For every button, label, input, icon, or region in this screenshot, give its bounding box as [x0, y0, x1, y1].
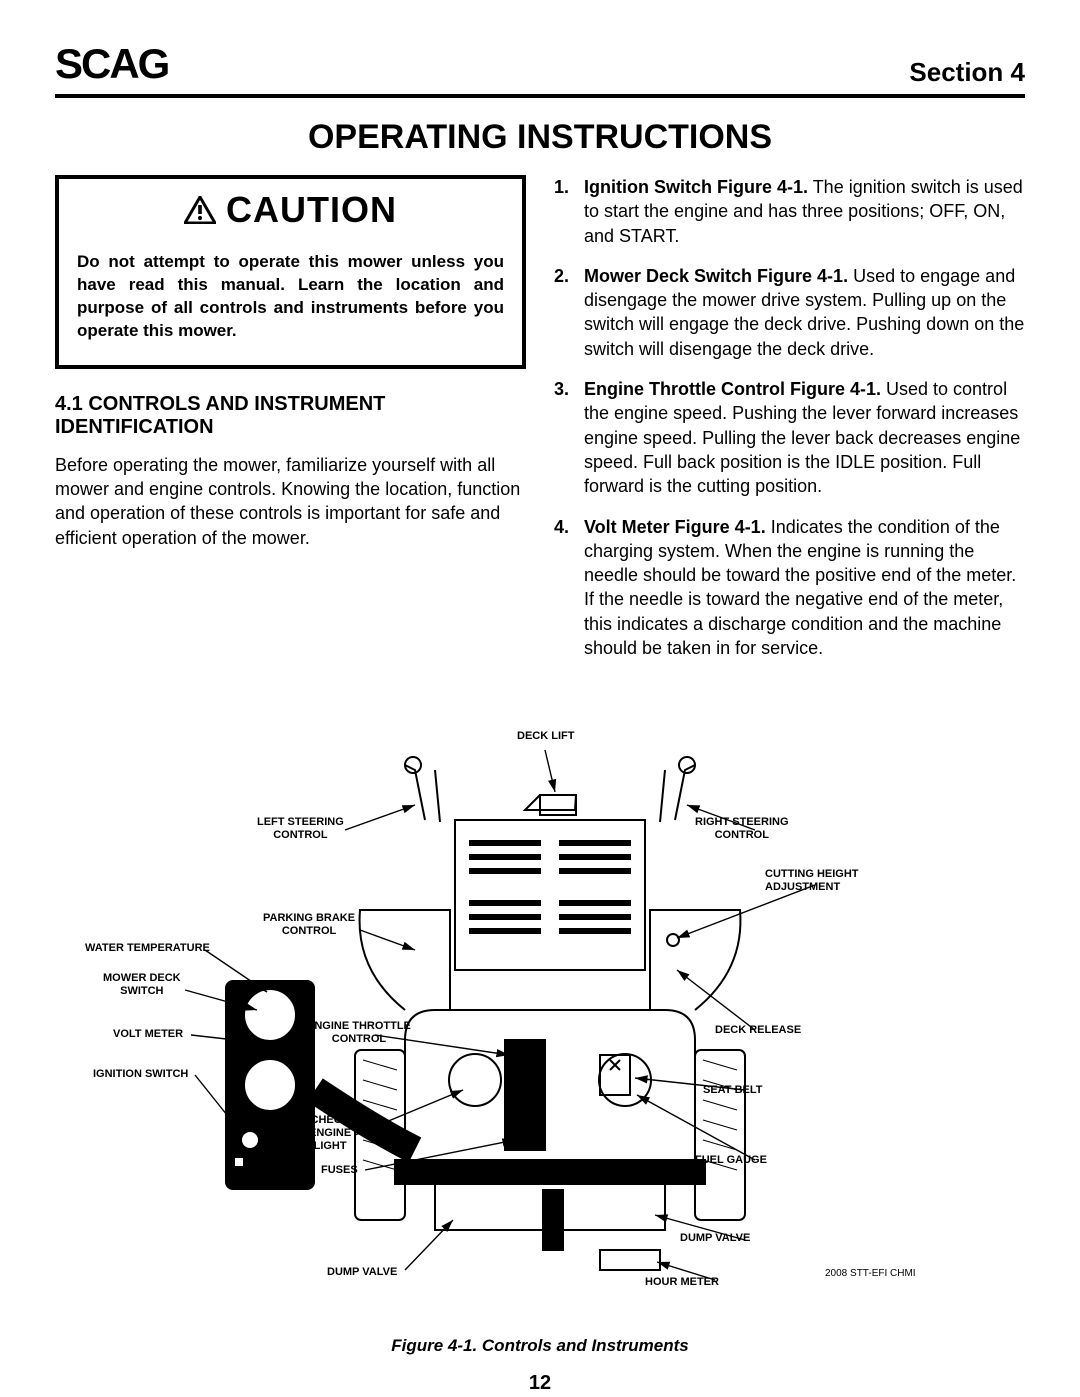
content-columns: CAUTION Do not attempt to operate this m…	[55, 175, 1025, 676]
caution-word: CAUTION	[226, 189, 397, 231]
brand-logo: SCAG	[55, 40, 168, 88]
item-title: Mower Deck Switch Figure 4-1.	[584, 266, 848, 286]
mower-diagram-svg	[55, 710, 1025, 1310]
list-item: 3. Engine Throttle Control Figure 4-1. U…	[554, 377, 1025, 498]
item-number: 3.	[554, 377, 576, 498]
label-parking-brake: PARKING BRAKE CONTROL	[263, 912, 355, 937]
label-ignition-switch: IGNITION SWITCH	[93, 1068, 188, 1081]
numbered-list: 1. Ignition Switch Figure 4-1. The ignit…	[554, 175, 1025, 660]
item-title: Engine Throttle Control Figure 4-1.	[584, 379, 881, 399]
caution-text: Do not attempt to operate this mower unl…	[59, 243, 522, 365]
subsection-heading: 4.1 CONTROLS AND INSTRUMENT IDENTIFICATI…	[55, 393, 526, 439]
page-title: OPERATING INSTRUCTIONS	[55, 118, 1025, 157]
label-water-temp: WATER TEMPERATURE	[85, 942, 210, 955]
list-item: 2. Mower Deck Switch Figure 4-1. Used to…	[554, 264, 1025, 361]
figure-4-1: DECK LIFT LEFT STEERING CONTROL RIGHT ST…	[55, 710, 1025, 1330]
left-column: CAUTION Do not attempt to operate this m…	[55, 175, 526, 676]
label-seat-belt: SEAT BELT	[703, 1084, 762, 1097]
item-title: Ignition Switch Figure 4-1.	[584, 177, 808, 197]
item-number: 2.	[554, 264, 576, 361]
label-engine-throttle: ENGINE THROTTLE CONTROL	[307, 1020, 411, 1045]
label-dump-valve-right: DUMP VALVE	[680, 1232, 750, 1245]
right-column: 1. Ignition Switch Figure 4-1. The ignit…	[554, 175, 1025, 676]
label-right-steering: RIGHT STEERING CONTROL	[695, 816, 789, 841]
page-number: 12	[55, 1372, 1025, 1395]
label-dump-valve-left: DUMP VALVE	[327, 1266, 397, 1279]
item-body: Indicates the condition of the charging …	[584, 517, 1016, 658]
label-mower-deck-switch: MOWER DECK SWITCH	[103, 972, 181, 997]
figure-caption: Figure 4-1. Controls and Instruments	[55, 1336, 1025, 1356]
label-check-engine: CHECK ENGINE LIGHT	[309, 1114, 351, 1152]
list-item: 4. Volt Meter Figure 4-1. Indicates the …	[554, 515, 1025, 661]
list-item: 1. Ignition Switch Figure 4-1. The ignit…	[554, 175, 1025, 248]
warning-triangle-icon	[184, 196, 216, 224]
label-cutting-height: CUTTING HEIGHT ADJUSTMENT	[765, 868, 859, 893]
item-number: 4.	[554, 515, 576, 661]
item-title: Volt Meter Figure 4-1.	[584, 517, 766, 537]
label-fuel-gauge: FUEL GAUGE	[695, 1154, 767, 1167]
caution-heading: CAUTION	[59, 179, 522, 243]
item-number: 1.	[554, 175, 576, 248]
page-header: SCAG Section 4	[55, 40, 1025, 98]
intro-paragraph: Before operating the mower, familiarize …	[55, 453, 526, 550]
caution-box: CAUTION Do not attempt to operate this m…	[55, 175, 526, 369]
label-hour-meter: HOUR METER	[645, 1276, 719, 1289]
label-volt-meter: VOLT METER	[113, 1028, 183, 1041]
figure-revision-note: 2008 STT-EFI CHMI	[825, 1268, 916, 1280]
label-fuses: FUSES	[321, 1164, 358, 1177]
label-deck-lift: DECK LIFT	[517, 730, 574, 743]
label-left-steering: LEFT STEERING CONTROL	[257, 816, 344, 841]
section-label: Section 4	[909, 57, 1025, 88]
label-deck-release: DECK RELEASE	[715, 1024, 801, 1037]
